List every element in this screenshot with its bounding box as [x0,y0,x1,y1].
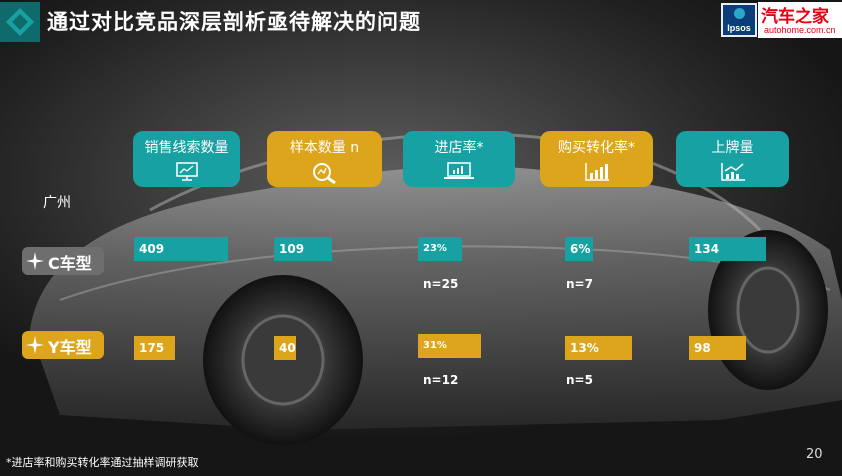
trend-chart-icon [720,163,745,181]
segment-c-label: C车型 [22,247,104,275]
sparkle-icon [26,252,44,270]
y-store-visit-rate-value: 31% [418,334,481,358]
laptop-chart-icon [444,162,474,179]
header-label: 购买转化率* [558,140,635,156]
monitor-chart-icon [175,162,198,181]
header-label: 进店率* [434,140,484,156]
header-label: 销售线索数量 [144,140,229,156]
y-purchase-n: n=5 [566,373,593,387]
header-label: 样本数量 n [289,140,360,156]
y-sample-size-value: 40 [274,336,296,360]
header-sample-size: 样本数量 n [267,131,382,187]
segment-y-text: Y车型 [48,338,92,357]
c-sales-leads-value: 409 [134,237,228,261]
page-number: 20 [806,447,823,462]
magnifier-chart-icon [312,163,336,184]
segment-c-text: C车型 [48,254,92,273]
sparkle-icon [26,336,44,354]
c-sample-size-value: 109 [274,237,332,261]
header-store-visit-rate: 进店率* [403,131,515,187]
c-store-visit-n: n=25 [423,277,459,291]
header-sales-leads: 销售线索数量 [133,131,240,187]
title-bar: 通过对比竞品深层剖析亟待解决的问题 Ipsos 汽车之家 autohome.co… [0,0,842,42]
c-purchase-conversion-value: 6% [565,237,593,261]
city-label: 广州 [43,195,71,211]
ipsos-logo: Ipsos [721,3,757,37]
diamond-logo-icon [0,2,40,42]
autohome-logo: 汽车之家 autohome.com.cn [758,2,842,38]
y-purchase-conversion-value: 13% [565,336,632,360]
header-purchase-conversion: 购买转化率* [540,131,653,187]
autohome-logo-url: autohome.com.cn [764,25,836,35]
footnote: *进店率和购买转化率通过抽样调研获取 [6,456,199,469]
header-label: 上牌量 [711,140,754,156]
ipsos-logo-text: Ipsos [727,23,751,33]
header-registrations: 上牌量 [676,131,789,187]
y-sales-leads-value: 175 [134,336,175,360]
c-registrations-value: 134 [689,237,766,261]
page-title: 通过对比竞品深层剖析亟待解决的问题 [47,10,421,34]
y-store-visit-n: n=12 [423,373,459,387]
ipsos-dot-icon [734,8,745,19]
y-registrations-value: 98 [689,336,746,360]
autohome-logo-text: 汽车之家 [761,7,829,27]
segment-y-label: Y车型 [22,331,104,359]
c-store-visit-rate-value: 23% [418,237,462,261]
bar-chart-icon [584,163,609,181]
c-purchase-n: n=7 [566,277,593,291]
